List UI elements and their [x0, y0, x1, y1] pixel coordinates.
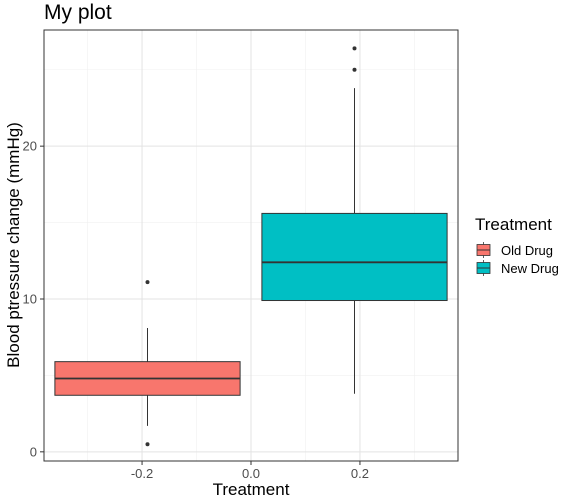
y-tick-label: 20 [23, 139, 37, 154]
y-axis-title: Blood ptressure change (mmHg) [4, 122, 23, 368]
y-axis: 0 10 20 [23, 139, 44, 459]
x-tick-label: 0.2 [351, 466, 369, 481]
legend-key [476, 260, 491, 276]
x-axis-title: Treatment [213, 480, 290, 499]
outlier-point [352, 67, 357, 72]
legend-title: Treatment [475, 215, 552, 234]
box-layer [54, 46, 448, 447]
box [261, 212, 448, 302]
legend-label: Old Drug [501, 243, 553, 258]
x-axis: -0.2 0.0 0.2 [131, 461, 369, 481]
y-tick-label: 0 [30, 444, 37, 459]
x-tick-label: -0.2 [131, 466, 153, 481]
legend-label: New Drug [501, 261, 559, 276]
outlier-point [145, 280, 150, 285]
legend-key [476, 242, 491, 258]
outlier-point [352, 46, 357, 51]
chart-title: My plot [44, 1, 112, 24]
x-tick-label: 0.0 [242, 466, 260, 481]
outlier-point [145, 442, 150, 447]
y-tick-label: 10 [23, 291, 37, 306]
legend: Treatment Old Drug New Drug [475, 215, 559, 276]
